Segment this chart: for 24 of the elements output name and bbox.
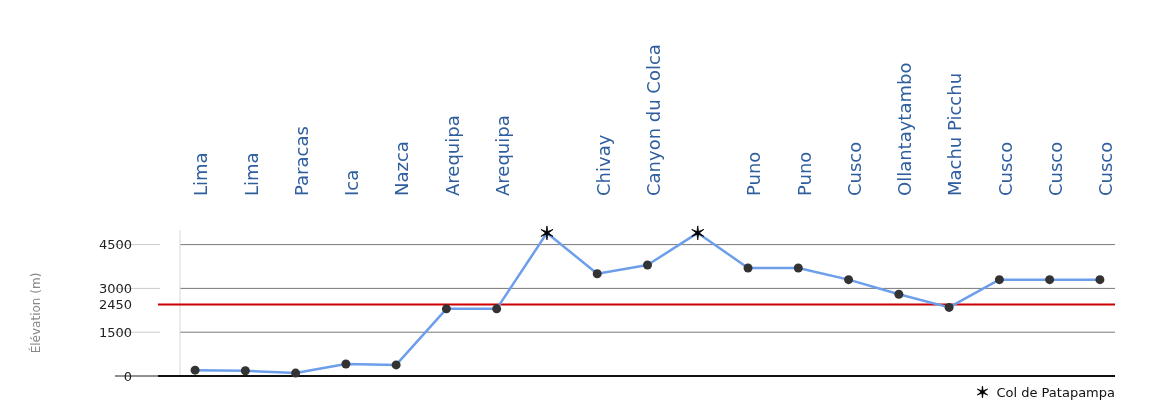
x-tick-label: Chivay (592, 134, 614, 196)
x-tick-label: Cusco (994, 141, 1016, 196)
x-tick-label: Cusco (1044, 141, 1066, 196)
x-tick-label: Nazca (391, 141, 413, 196)
x-tick-label: Ica (341, 169, 363, 196)
x-tick-label: Ollantaytambo (894, 62, 916, 196)
y-axis-title: Élévation (m) (28, 272, 43, 354)
x-tick-label: Machu Picchu (944, 72, 966, 196)
x-tick-label: Cusco (1095, 141, 1117, 196)
x-tick-label: Puno (743, 151, 765, 196)
x-tick-label: Arequipa (441, 115, 463, 196)
x-tick-label: Lima (190, 152, 212, 196)
x-tick-label: Puno (793, 151, 815, 196)
x-tick-label: Paracas (290, 126, 312, 196)
y-tick-label: 4500 (98, 237, 132, 253)
ref-line-label: 2450 (98, 297, 132, 313)
y-tick-label: 3000 (98, 280, 132, 296)
legend-label: Col de Patapampa (996, 384, 1115, 400)
y-tick-label: 1500 (98, 324, 132, 340)
y-tick-label: 0 (123, 368, 132, 384)
x-tick-label: Canyon du Colca (642, 44, 664, 196)
x-tick-label: Lima (240, 152, 262, 196)
x-tick-label: Cusco (843, 141, 865, 196)
x-tick-label: Arequipa (491, 115, 513, 196)
